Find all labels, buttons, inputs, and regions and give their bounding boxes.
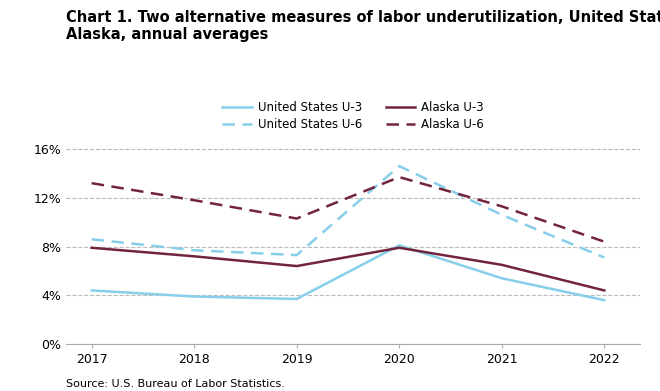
United States U-3 bbox=[190, 294, 198, 299]
Alaska U-6 bbox=[293, 216, 301, 221]
United States U-3 bbox=[293, 297, 301, 301]
United States U-6 bbox=[498, 213, 506, 217]
Alaska U-3 bbox=[88, 246, 96, 250]
Alaska U-3 bbox=[601, 288, 609, 293]
United States U-3 bbox=[395, 243, 403, 248]
Alaska U-6 bbox=[88, 181, 96, 185]
United States U-6 bbox=[190, 248, 198, 253]
Alaska U-3 bbox=[498, 262, 506, 267]
Alaska U-6 bbox=[498, 204, 506, 209]
Alaska U-6 bbox=[395, 175, 403, 179]
United States U-3 bbox=[88, 288, 96, 293]
Alaska U-3 bbox=[190, 254, 198, 259]
Text: Source: U.S. Bureau of Labor Statistics.: Source: U.S. Bureau of Labor Statistics. bbox=[66, 379, 285, 389]
Line: United States U-6: United States U-6 bbox=[92, 166, 605, 258]
Alaska U-3 bbox=[293, 264, 301, 268]
Line: Alaska U-6: Alaska U-6 bbox=[92, 177, 605, 242]
Text: Chart 1. Two alternative measures of labor underutilization, United States and
A: Chart 1. Two alternative measures of lab… bbox=[66, 10, 660, 42]
Alaska U-6 bbox=[601, 239, 609, 244]
United States U-6 bbox=[293, 253, 301, 257]
United States U-6 bbox=[88, 237, 96, 242]
United States U-6 bbox=[601, 255, 609, 260]
Alaska U-3 bbox=[395, 246, 403, 250]
United States U-6 bbox=[395, 164, 403, 169]
United States U-3 bbox=[601, 298, 609, 303]
Legend: United States U-3, United States U-6, Alaska U-3, Alaska U-6: United States U-3, United States U-6, Al… bbox=[222, 101, 484, 131]
Line: United States U-3: United States U-3 bbox=[92, 245, 605, 300]
United States U-3 bbox=[498, 276, 506, 281]
Line: Alaska U-3: Alaska U-3 bbox=[92, 248, 605, 291]
Alaska U-6 bbox=[190, 198, 198, 203]
